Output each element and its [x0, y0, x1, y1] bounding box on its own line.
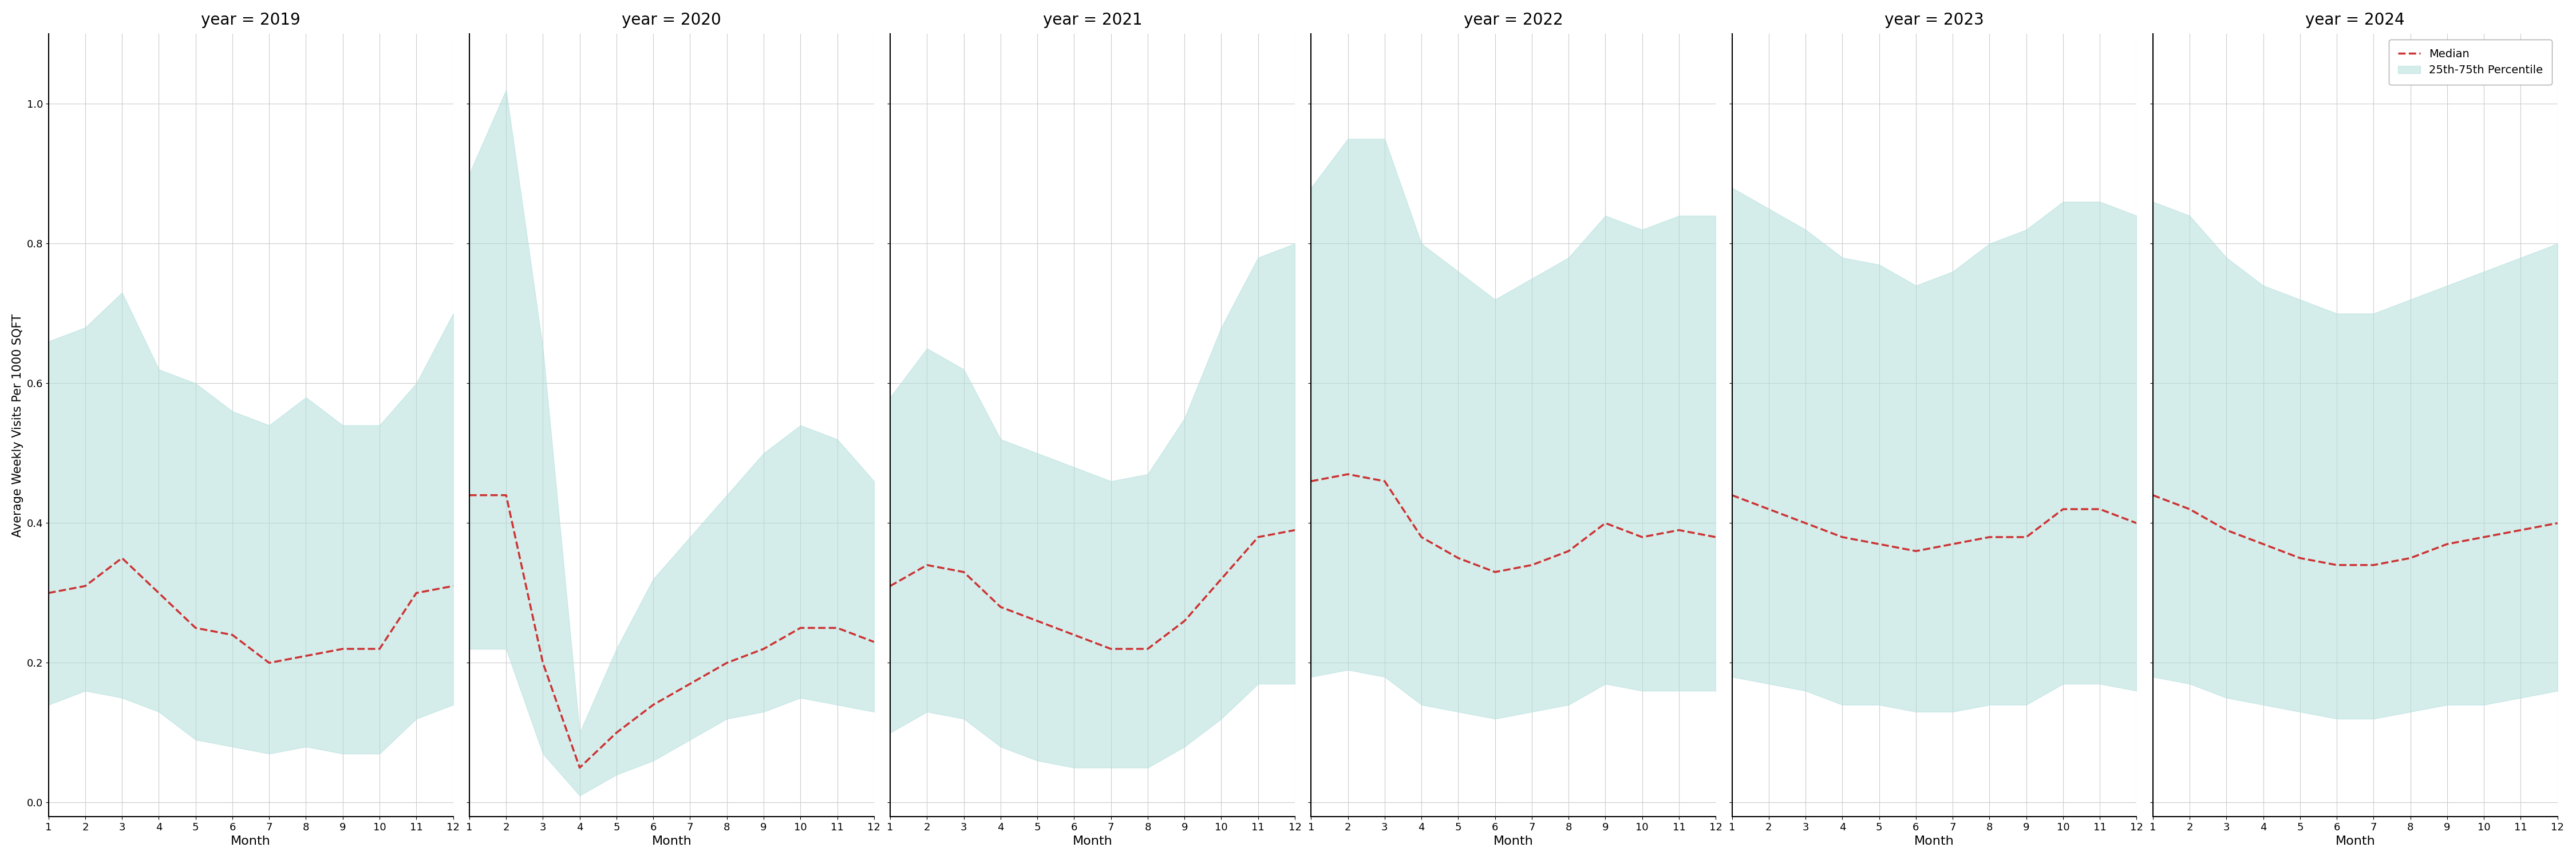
- Line: Median: Median: [1311, 474, 1716, 572]
- Median: [600, 728, 631, 738]
- Median: [1664, 525, 1695, 535]
- Line: Median: Median: [469, 495, 873, 768]
- Median: [1700, 532, 1731, 542]
- Median: [564, 763, 595, 773]
- Median: [216, 630, 247, 640]
- Line: Median: Median: [2154, 495, 2558, 565]
- Median: [2468, 532, 2499, 542]
- Line: Median: Median: [1731, 495, 2136, 551]
- Median: [2048, 504, 2079, 515]
- Median: [2357, 560, 2388, 570]
- Median: [1443, 553, 1473, 564]
- Median: [1790, 518, 1821, 528]
- Median: [291, 651, 322, 661]
- Median: [786, 623, 817, 633]
- Median: [402, 588, 433, 598]
- Median: [1206, 574, 1236, 584]
- Median: [2084, 504, 2115, 515]
- Title: year = 2024: year = 2024: [2306, 12, 2406, 28]
- X-axis label: Month: Month: [1072, 836, 1113, 847]
- Median: [2138, 490, 2169, 500]
- Title: year = 2022: year = 2022: [1463, 12, 1564, 28]
- Median: [1023, 616, 1054, 626]
- Median: [1242, 532, 1273, 542]
- Median: [2249, 539, 2280, 549]
- Median: [363, 643, 394, 654]
- Median: [1517, 560, 1548, 570]
- Median: [2543, 518, 2573, 528]
- Median: [1133, 643, 1164, 654]
- Median: [675, 679, 706, 689]
- Median: [1862, 539, 1893, 549]
- X-axis label: Month: Month: [652, 836, 690, 847]
- Median: [528, 658, 559, 668]
- Median: [1370, 476, 1401, 486]
- Median: [1406, 532, 1437, 542]
- Median: [1937, 539, 1968, 549]
- Median: [2506, 525, 2537, 535]
- Median: [2321, 560, 2352, 570]
- Median: [180, 623, 211, 633]
- Median: [1280, 525, 1311, 535]
- Median: [1625, 532, 1656, 542]
- Median: [1479, 567, 1510, 577]
- Median: [252, 658, 283, 668]
- Title: year = 2021: year = 2021: [1043, 12, 1141, 28]
- Title: year = 2023: year = 2023: [1886, 12, 1984, 28]
- Median: [2120, 518, 2151, 528]
- Median: [1170, 616, 1200, 626]
- Median: [1296, 476, 1327, 486]
- Median: [33, 588, 64, 598]
- X-axis label: Month: Month: [232, 836, 270, 847]
- Median: [1553, 546, 1584, 557]
- Median: [1332, 469, 1363, 479]
- Median: [948, 567, 979, 577]
- Median: [2432, 539, 2463, 549]
- Line: Median: Median: [891, 530, 1296, 649]
- Title: year = 2019: year = 2019: [201, 12, 301, 28]
- Legend: Median, 25th-75th Percentile: Median, 25th-75th Percentile: [2388, 40, 2553, 85]
- Median: [1826, 532, 1857, 542]
- Median: [438, 581, 469, 591]
- Median: [2012, 532, 2043, 542]
- Median: [711, 658, 742, 668]
- Median: [106, 553, 137, 564]
- Median: [2210, 525, 2241, 535]
- Median: [747, 643, 778, 654]
- Median: [144, 588, 175, 598]
- Median: [1589, 518, 1620, 528]
- Line: Median: Median: [49, 558, 453, 663]
- Median: [1059, 630, 1090, 640]
- Median: [1901, 546, 1932, 557]
- X-axis label: Month: Month: [2336, 836, 2375, 847]
- Median: [876, 581, 907, 591]
- Median: [70, 581, 100, 591]
- X-axis label: Month: Month: [1914, 836, 1955, 847]
- Median: [822, 623, 853, 633]
- Title: year = 2020: year = 2020: [621, 12, 721, 28]
- Median: [1716, 490, 1747, 500]
- Median: [2285, 553, 2316, 564]
- Median: [1095, 643, 1126, 654]
- Median: [327, 643, 358, 654]
- Y-axis label: Average Weekly Visits Per 1000 SQFT: Average Weekly Visits Per 1000 SQFT: [13, 314, 23, 537]
- Median: [984, 602, 1015, 612]
- X-axis label: Month: Month: [1494, 836, 1533, 847]
- Median: [453, 490, 484, 500]
- Median: [858, 637, 889, 647]
- Median: [2396, 553, 2427, 564]
- Median: [639, 699, 670, 710]
- Median: [489, 490, 520, 500]
- Median: [2174, 504, 2205, 515]
- Median: [912, 560, 943, 570]
- Median: [1973, 532, 2004, 542]
- Median: [1754, 504, 1785, 515]
